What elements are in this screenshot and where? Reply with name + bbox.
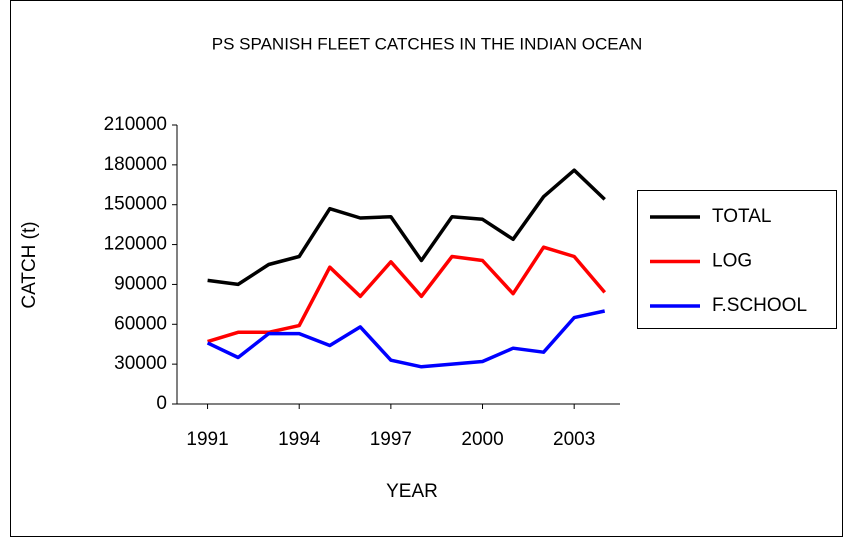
legend-label: LOG [712, 251, 752, 272]
legend-label: TOTAL [712, 206, 771, 227]
legend-label: F.SCHOOL [712, 295, 807, 316]
y-tick-label: 120000 [104, 234, 167, 255]
x-tick-label: 1991 [186, 429, 228, 450]
x-tick-label: 2000 [461, 429, 503, 450]
x-tick-label: 2003 [553, 429, 595, 450]
y-tick-label: 0 [156, 393, 167, 414]
y-tick-label: 150000 [104, 194, 167, 215]
series-line [207, 168, 606, 287]
y-tick-label: 60000 [114, 313, 167, 334]
x-tick-label: 1994 [278, 429, 321, 450]
y-tick-label: 90000 [114, 273, 167, 294]
y-axis-label: CATCH (t) [19, 221, 40, 308]
y-tick-label: 30000 [114, 353, 167, 374]
x-axis-label: YEAR [386, 481, 438, 502]
y-tick-label: 180000 [104, 154, 167, 175]
chart-title: PS SPANISH FLEET CATCHES IN THE INDIAN O… [212, 34, 642, 53]
y-tick-label: 210000 [104, 114, 167, 135]
series-line [206, 309, 606, 369]
series-line [207, 245, 607, 344]
x-tick-label: 1997 [370, 429, 412, 450]
